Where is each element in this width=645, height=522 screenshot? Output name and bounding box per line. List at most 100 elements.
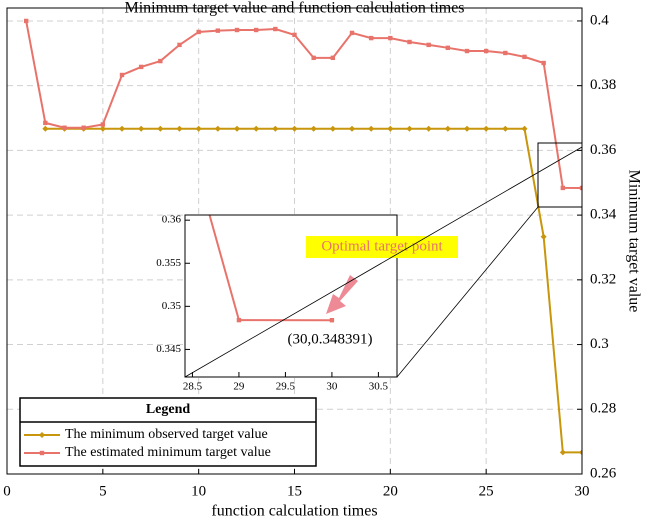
x-tick-label: 0 [3, 483, 11, 499]
marker [349, 125, 355, 132]
marker [176, 125, 183, 132]
marker [368, 125, 375, 132]
marker [540, 233, 547, 240]
marker [406, 125, 413, 132]
marker [329, 125, 336, 132]
marker [253, 27, 259, 33]
marker [119, 125, 125, 132]
x-tick-label: 25 [479, 483, 494, 499]
annotation: (30,0.348391) [288, 331, 373, 347]
y-tick-label: 0.36 [162, 214, 182, 226]
marker [560, 185, 566, 191]
marker [138, 125, 145, 132]
marker [234, 27, 240, 33]
legend-label: The estimated minimum target value [65, 445, 271, 460]
marker [177, 42, 182, 48]
marker [292, 32, 297, 38]
marker [311, 55, 316, 61]
marker [425, 125, 432, 132]
y-tick-label: 0.345 [156, 343, 181, 355]
marker [483, 125, 490, 132]
y-tick-label: 0.355 [156, 257, 181, 269]
marker [273, 26, 278, 32]
x-tick-label: 30 [326, 381, 338, 393]
x-tick-label: 30 [575, 483, 590, 499]
plot-frame [6, 7, 583, 475]
marker [444, 125, 451, 132]
marker [253, 125, 260, 132]
marker [445, 45, 451, 51]
marker [158, 58, 163, 64]
marker [291, 125, 298, 132]
y-tick-label: 0.36 [590, 142, 617, 158]
marker [215, 28, 221, 33]
annotation-arrow [326, 275, 358, 314]
plot-frame [184, 214, 398, 378]
marker [559, 449, 566, 456]
marker [100, 122, 106, 127]
marker [522, 54, 527, 60]
marker [464, 125, 470, 132]
y-tick-label: 0.34 [590, 207, 617, 223]
x-tick-label: 30.5 [369, 381, 389, 393]
annotation: Optimal target point [321, 238, 443, 254]
y-tick-label: 0.38 [590, 77, 616, 93]
marker [119, 72, 125, 78]
zoom-box [537, 142, 583, 208]
zoom-connector [396, 206, 539, 378]
marker [234, 125, 240, 132]
marker [99, 125, 106, 132]
x-tick-label: 5 [99, 483, 107, 499]
marker [329, 318, 335, 323]
marker [43, 120, 48, 126]
marker [195, 125, 202, 132]
y-tick-label: 0.28 [590, 401, 616, 417]
marker [196, 29, 201, 35]
marker [330, 55, 336, 61]
marker [272, 125, 279, 132]
x-axis-label: function calculation times [211, 503, 377, 520]
data-layer [208, 215, 335, 323]
inset-chart: 0.345 0.35 0.355 0.36 28.5 29 29.5 30 30.5 Optima… [156, 214, 458, 393]
marker [579, 449, 582, 456]
x-tick-label: 28.5 [183, 381, 203, 393]
marker [310, 125, 317, 132]
x-tick-label: 15 [287, 483, 302, 499]
marker [464, 48, 470, 54]
y-tick-label: 0.4 [590, 12, 609, 28]
series-line [25, 20, 582, 189]
annotation-highlight [306, 236, 458, 258]
legend-title: Legend [146, 402, 191, 417]
y-tick-label: 0.3 [590, 336, 609, 352]
marker [503, 50, 508, 56]
marker [483, 48, 489, 54]
marker [157, 125, 164, 132]
y-tick-label: 0.32 [590, 271, 616, 287]
marker [62, 125, 67, 130]
marker [81, 125, 86, 130]
x-tick-label: 10 [191, 483, 206, 499]
marker [388, 35, 393, 41]
marker [502, 125, 509, 132]
x-tick-label: 29 [233, 381, 245, 393]
legend-marker [39, 432, 45, 438]
marker [349, 30, 355, 36]
chart-title: Minimum target value and function calcul… [124, 0, 464, 17]
marker [426, 42, 431, 48]
data-layer [23, 18, 582, 456]
marker [23, 18, 29, 24]
marker [236, 317, 242, 323]
zoom-connector [184, 146, 583, 378]
legend-label: The minimum observed target value [65, 427, 268, 442]
marker [42, 125, 49, 132]
x-tick-label: 20 [383, 483, 398, 499]
marker [407, 39, 412, 45]
marker [368, 35, 374, 41]
legend-marker [39, 450, 45, 456]
marker [579, 185, 582, 191]
y-tick-label: 0.35 [162, 300, 182, 312]
marker [541, 60, 546, 66]
marker [521, 125, 528, 132]
marker [138, 64, 144, 70]
